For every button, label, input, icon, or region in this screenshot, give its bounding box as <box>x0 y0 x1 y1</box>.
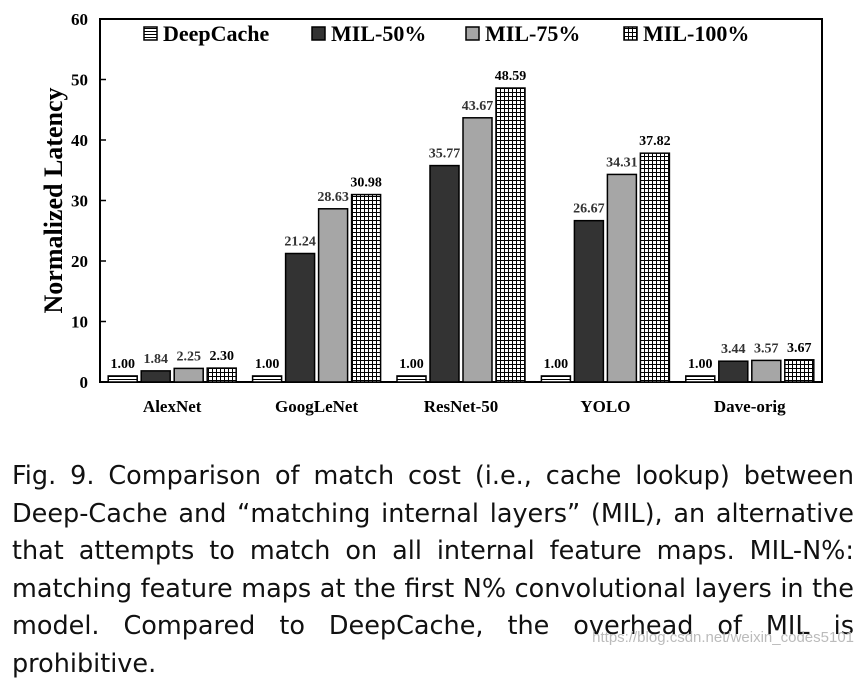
bar-value-label: 1.00 <box>110 357 135 372</box>
bar-value-label: 26.67 <box>573 202 605 217</box>
bar-value-label: 1.84 <box>143 352 168 367</box>
y-tick-label: 0 <box>80 373 89 392</box>
bar-value-label: 34.31 <box>606 155 638 170</box>
figure-caption: Fig. 9. Comparison of match cost (i.e., … <box>12 461 854 679</box>
bar-mil-75--dave-orig <box>751 359 782 383</box>
bar-value-label: 30.98 <box>350 176 382 191</box>
y-tick-label: 10 <box>71 313 88 332</box>
bar-mil-50--yolo <box>573 219 605 383</box>
bar-value-label: 48.59 <box>495 69 527 84</box>
bar-mil-100--resnet-50 <box>495 87 526 383</box>
x-tick-label: AlexNet <box>143 397 202 416</box>
y-tick-label: 50 <box>71 71 88 90</box>
bar-mil-100--alexnet <box>206 367 237 383</box>
bar-mil-50--resnet-50 <box>429 164 460 383</box>
bar-value-label: 21.24 <box>284 234 316 249</box>
bar-mil-100--googlenet <box>350 193 382 383</box>
y-tick-label: 60 <box>71 10 88 29</box>
y-tick-label: 20 <box>71 252 88 271</box>
bar-value-label: 43.67 <box>462 99 494 114</box>
bar-mil-100--yolo <box>639 152 671 383</box>
legend-swatch-mil-100- <box>623 26 638 41</box>
bar-mil-75--resnet-50 <box>462 117 493 383</box>
bar-value-label: 3.44 <box>721 342 746 357</box>
bar-mil-50--alexnet <box>140 370 171 383</box>
bar-value-label: 1.00 <box>688 357 713 372</box>
y-tick-label: 40 <box>71 131 88 150</box>
legend-swatch-mil-50- <box>311 26 326 41</box>
bar-value-label: 3.67 <box>787 341 812 356</box>
y-axis-label: Normalized Latency <box>39 87 68 313</box>
bar-value-label: 35.77 <box>429 147 461 162</box>
legend-swatch-deepcache <box>143 26 158 41</box>
y-tick-label: 30 <box>71 192 88 211</box>
x-tick-label: GoogLeNet <box>275 397 358 416</box>
bar-deepcache-googlenet <box>251 375 283 383</box>
bar-value-label: 2.25 <box>176 349 201 364</box>
bar-value-label: 2.30 <box>209 349 234 364</box>
bar-value-label: 1.00 <box>544 357 569 372</box>
bar-deepcache-resnet-50 <box>396 375 427 383</box>
legend-swatch-mil-75- <box>465 26 480 41</box>
bar-chart: 0 10 20 30 40 50 60 Normalized Latency 1.00 1.84 2… <box>39 10 823 416</box>
x-tick-label: YOLO <box>580 397 630 416</box>
bar-value-label: 1.00 <box>399 357 424 372</box>
bar-deepcache-dave-orig <box>685 375 716 383</box>
bar-mil-75--yolo <box>606 173 638 383</box>
x-tick-label: Dave-orig <box>714 397 786 416</box>
bar-deepcache-alexnet <box>107 375 138 383</box>
bar-value-label: 3.57 <box>754 341 779 356</box>
bar-value-label: 1.00 <box>255 357 280 372</box>
plot-frame <box>99 18 823 383</box>
bar-mil-50--dave-orig <box>718 360 749 383</box>
bar-deepcache-yolo <box>540 375 572 383</box>
bar-value-label: 37.82 <box>639 134 671 149</box>
bar-value-label: 28.63 <box>317 190 349 205</box>
bar-mil-75--alexnet <box>173 367 204 383</box>
legend-label: MIL-50% <box>331 21 426 46</box>
watermark-text: https://blog.csdn.net/weixin_codes5101 <box>592 629 854 646</box>
legend-label: MIL-100% <box>643 21 749 46</box>
bar-mil-50--googlenet <box>284 252 316 383</box>
bar-mil-100--dave-orig <box>784 359 815 383</box>
bar-mil-75--googlenet <box>317 208 349 383</box>
legend-label: DeepCache <box>163 21 270 46</box>
legend-label: MIL-75% <box>485 21 580 46</box>
x-tick-label: ResNet-50 <box>424 397 499 416</box>
